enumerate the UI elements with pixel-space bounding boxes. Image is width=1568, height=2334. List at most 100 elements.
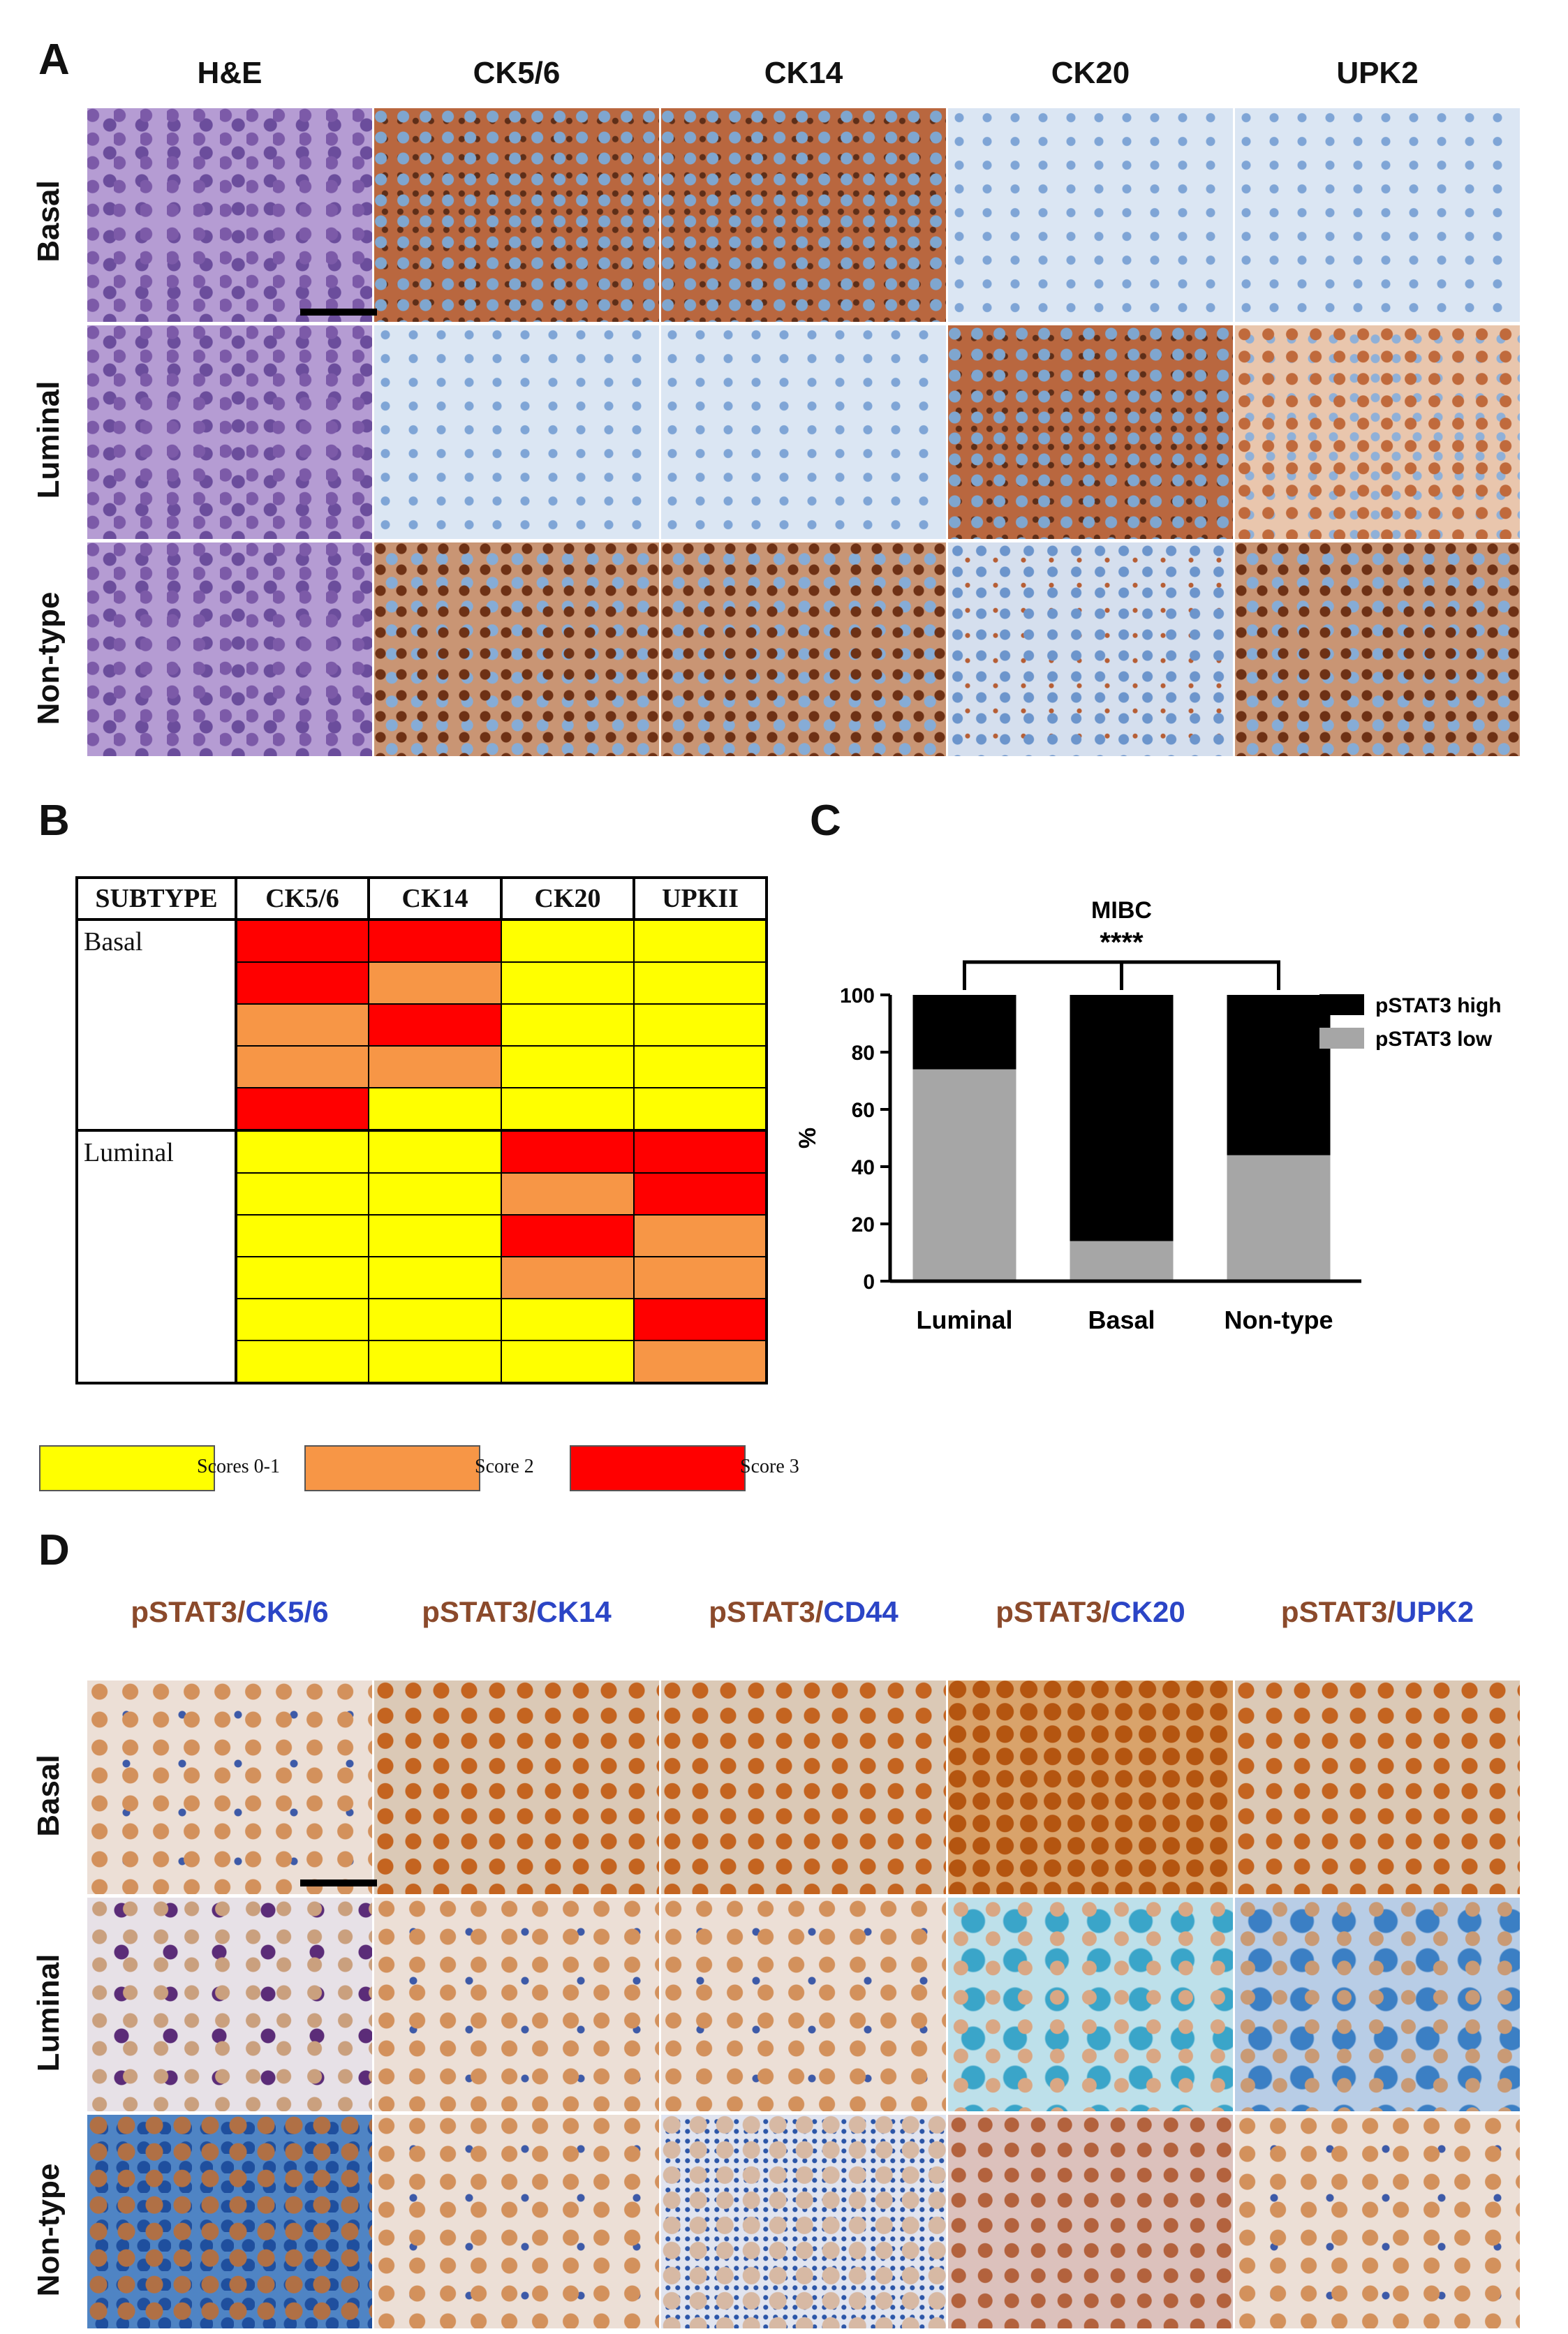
label-pstat3: pSTAT3 (422, 1595, 528, 1628)
table-row (77, 1045, 768, 1088)
score-cell (633, 1214, 768, 1257)
panel-d-col-cd44: pSTAT3/CD44 (660, 1595, 947, 1629)
label-pstat3: pSTAT3 (709, 1595, 815, 1628)
panel-a-row-non-type: Non-type (31, 591, 66, 725)
panel-a-col-ck14: CK14 (764, 56, 843, 90)
bar-pstat3-low-non-type (1227, 1155, 1331, 1281)
micrograph-d-luminal-ck14 (374, 1898, 659, 2111)
score-cell (633, 1340, 768, 1384)
score-cell (501, 1298, 635, 1341)
panel-a-col-ck20: CK20 (1051, 56, 1130, 90)
micrograph-luminal-ck56 (374, 325, 659, 539)
table-header-row: SUBTYPE CK5/6 CK14 CK20 UPKII (75, 876, 768, 921)
micrograph-d-basal-ck56 (87, 1681, 372, 1894)
micrograph-luminal-he (87, 325, 372, 539)
micrograph-nontype-ck20 (948, 542, 1233, 756)
score-cell (368, 918, 502, 963)
legend-swatch-score-3 (570, 1445, 746, 1491)
panel-d-col-ck56: pSTAT3/CK5/6 (87, 1595, 373, 1629)
micrograph-d-luminal-ck20 (948, 1898, 1233, 2111)
score-cell (501, 1087, 635, 1132)
score-cell (501, 1129, 635, 1174)
scale-bar-d (300, 1879, 377, 1886)
table-row (77, 1214, 768, 1257)
score-cell (633, 1045, 768, 1088)
panel-a-col-upk2: UPK2 (1336, 56, 1419, 90)
score-cell (235, 1087, 369, 1132)
score-cell (633, 961, 768, 1005)
panel-d-row-luminal: Luminal (31, 1953, 66, 2072)
label-sep: / (1102, 1595, 1111, 1628)
x-tick-label-basal: Basal (1088, 1306, 1155, 1334)
x-tick-label-luminal: Luminal (916, 1306, 1012, 1334)
label-sep: / (237, 1595, 246, 1628)
score-cell (368, 1172, 502, 1216)
label-pstat3: pSTAT3 (131, 1595, 237, 1628)
panel-a-row-basal: Basal (31, 180, 66, 263)
score-cell (501, 1003, 635, 1047)
score-cell (501, 1045, 635, 1088)
label-marker-upk2: UPK2 (1396, 1595, 1474, 1628)
score-cell (235, 1172, 369, 1216)
legend-label-score-2: Score 2 (475, 1456, 534, 1477)
table-row (77, 1172, 768, 1216)
micrograph-d-luminal-cd44 (661, 1898, 946, 2111)
score-cell (368, 1340, 502, 1384)
micrograph-d-basal-upk2 (1235, 1681, 1520, 1894)
label-pstat3: pSTAT3 (1280, 1595, 1388, 1628)
legend-label-score-3: Score 3 (740, 1456, 799, 1477)
score-cell (235, 1045, 369, 1088)
score-cell (368, 1298, 502, 1341)
label-marker-cd44: CD44 (823, 1595, 898, 1628)
bar-pstat3-low-basal (1070, 1241, 1174, 1281)
panel-a-row-luminal: Luminal (31, 381, 66, 499)
panel-d-row-non-type: Non-type (31, 2163, 66, 2297)
table-row (77, 1256, 768, 1299)
table-row: Basal (75, 918, 768, 1132)
y-tick-label: 20 (852, 1213, 875, 1236)
score-cell (235, 1340, 369, 1384)
score-cell (633, 1256, 768, 1299)
micrograph-d-basal-ck14 (374, 1681, 659, 1894)
score-cell (235, 1129, 369, 1174)
micrograph-d-nontype-ck20 (948, 2115, 1233, 2328)
panel-d-col-upk2: pSTAT3/UPK2 (1234, 1595, 1521, 1629)
micrograph-basal-ck56 (374, 108, 659, 322)
micrograph-nontype-ck56 (374, 542, 659, 756)
table-row: Luminal (75, 1129, 768, 1384)
legend-label-pstat3-high: pSTAT3 high (1375, 994, 1502, 1017)
scale-bar-a (300, 309, 377, 316)
label-sep: / (815, 1595, 824, 1628)
micrograph-nontype-he (87, 542, 372, 756)
legend-swatch-pstat3-low (1319, 1028, 1364, 1049)
score-cell (633, 918, 768, 963)
label-sep: / (1387, 1595, 1396, 1628)
table-row (77, 961, 768, 1005)
table-row (77, 1298, 768, 1341)
y-axis: 0 20 40 60 80 100% (794, 984, 892, 1294)
panel-a-col-ck56: CK5/6 (473, 56, 561, 90)
significance-bracket (963, 960, 1280, 990)
table-body: Basal Luminal (75, 918, 768, 1384)
label-marker-ck20: CK20 (1110, 1595, 1185, 1628)
y-tick-label: 0 (863, 1271, 875, 1294)
micrograph-luminal-ck14 (661, 325, 946, 539)
score-cell (368, 1045, 502, 1088)
score-cell (501, 961, 635, 1005)
label-sep: / (528, 1595, 537, 1628)
micrograph-d-basal-ck20 (948, 1681, 1233, 1894)
score-cell (368, 1214, 502, 1257)
micrograph-d-basal-cd44 (661, 1681, 946, 1894)
score-cell (633, 1003, 768, 1047)
micrograph-basal-ck14 (661, 108, 946, 322)
header-upkii: UPKII (633, 876, 768, 921)
micrograph-d-nontype-ck14 (374, 2115, 659, 2328)
micrograph-basal-ck20 (948, 108, 1233, 322)
bar-pstat3-low-luminal (912, 1069, 1016, 1281)
score-cell (368, 1256, 502, 1299)
header-ck20: CK20 (500, 876, 635, 921)
panel-d-row-basal: Basal (31, 1755, 66, 1837)
label-marker-ck14: CK14 (536, 1595, 612, 1628)
micrograph-d-luminal-ck56 (87, 1898, 372, 2111)
